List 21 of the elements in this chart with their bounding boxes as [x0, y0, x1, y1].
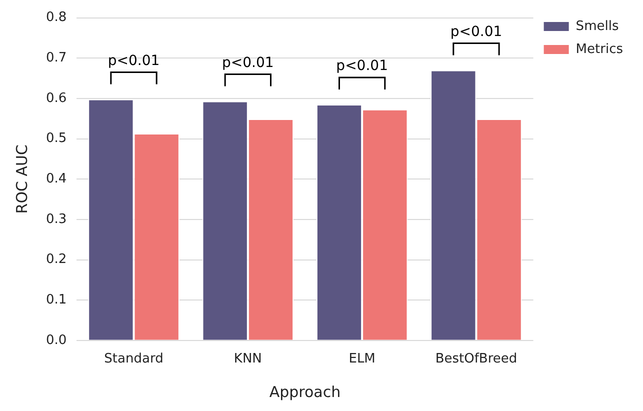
x-tick-label: Standard [104, 352, 164, 367]
annotation: p<0.01 [108, 52, 160, 69]
y-tick-label: 0.8 [46, 10, 67, 26]
y-tick-label: 0.6 [46, 90, 67, 106]
legend-label: Smells [576, 18, 619, 34]
x-tick-label: KNN [234, 352, 262, 367]
y-tick-label: 0.1 [46, 292, 67, 308]
y-tick-label: 0.5 [46, 131, 67, 146]
y-tick-label: 0.4 [46, 171, 67, 186]
legend-label: Metrics [576, 42, 624, 57]
y-tick-label: 0.2 [46, 252, 67, 268]
y-axis-title: ROC AUC [12, 144, 31, 214]
annotation: p<0.01 [222, 54, 274, 71]
x-tick-label: BestOfBreed [435, 352, 518, 367]
y-tick-label: 0.0 [46, 332, 67, 348]
annotation: p<0.01 [336, 58, 388, 74]
y-tick-label: 0.3 [46, 212, 67, 227]
x-axis-title: Approach [269, 382, 341, 401]
x-tick-label: ELM [348, 352, 376, 367]
y-tick-label: 0.7 [46, 50, 67, 66]
annotation: p<0.01 [450, 24, 502, 40]
